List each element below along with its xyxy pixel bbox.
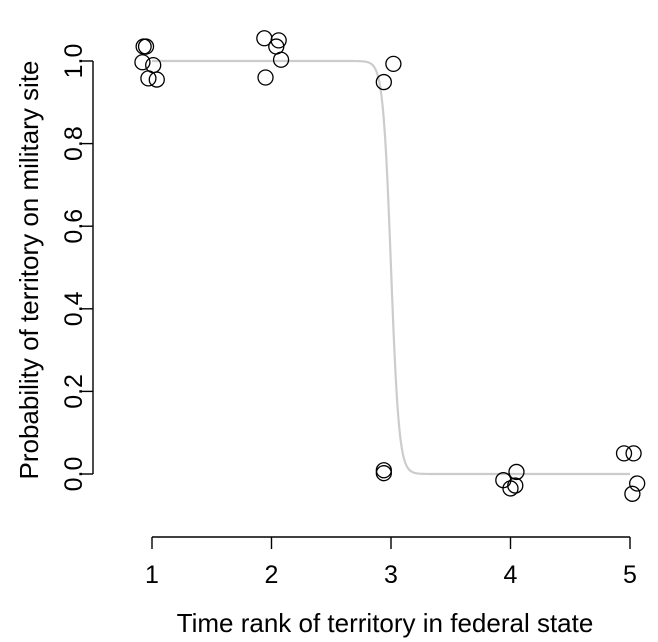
data-point: [375, 465, 392, 482]
fit-curve-layer: [152, 59, 630, 476]
data-point: [272, 51, 290, 68]
data-points-layer: [134, 30, 646, 502]
data-point: [624, 485, 641, 502]
data-point: [137, 38, 155, 55]
x-tick-label: 3: [384, 561, 398, 589]
x-tick-label: 2: [265, 561, 279, 589]
x-tick-label: 1: [145, 561, 159, 589]
data-point: [507, 477, 524, 494]
y-tick-label: 0.2: [60, 374, 88, 409]
data-point: [257, 69, 274, 86]
y-tick-label: 0.6: [60, 209, 88, 244]
data-point: [615, 445, 633, 462]
data-point: [502, 480, 519, 497]
y-tick-label: 0.8: [60, 126, 88, 161]
x-tick-label: 5: [623, 561, 637, 589]
y-axis-title: Probability of territory on military sit…: [14, 60, 44, 479]
x-axis-title: Time rank of territory in federal state: [177, 608, 594, 638]
data-point: [140, 70, 157, 87]
data-point: [148, 71, 165, 88]
y-tick-label: 0.0: [60, 457, 88, 492]
data-point: [385, 55, 402, 73]
y-tick-label: 1.0: [60, 44, 88, 79]
logistic-fit-curve: [152, 59, 630, 476]
data-point: [134, 54, 151, 71]
data-point: [375, 73, 392, 91]
data-point: [625, 445, 642, 462]
x-tick-label: 4: [504, 561, 518, 589]
data-point: [508, 463, 525, 481]
y-tick-label: 0.4: [60, 291, 88, 326]
data-point: [629, 475, 646, 492]
axes: 1 2 3 4 5 0.0 0.2 0.4 0.6 0.8 1.0: [60, 44, 637, 589]
